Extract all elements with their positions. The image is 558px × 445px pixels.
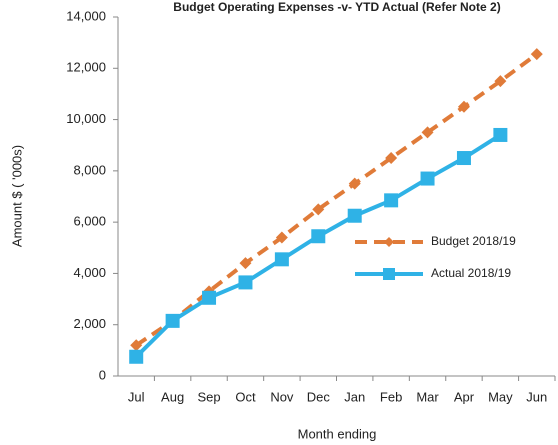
- data-point: [202, 290, 217, 305]
- data-point: [530, 48, 543, 61]
- x-tick-label: Jan: [344, 389, 365, 404]
- y-axis-title: Amount $ ( '000s): [9, 145, 24, 247]
- data-point: [165, 313, 180, 328]
- data-point: [494, 75, 507, 88]
- x-tick-label: Dec: [307, 389, 331, 404]
- chart-title: Budget Operating Expenses -v- YTD Actual…: [173, 0, 500, 14]
- y-tick-label: 0: [99, 367, 106, 382]
- x-axis-title: Month ending: [298, 426, 377, 441]
- data-point: [130, 339, 143, 352]
- series-line: [135, 52, 538, 347]
- data-point: [129, 349, 144, 364]
- legend-label: Actual 2018/19: [431, 266, 511, 280]
- y-tick-label: 14,000: [66, 8, 106, 23]
- data-point: [274, 252, 289, 267]
- y-tick-label: 8,000: [73, 162, 106, 177]
- data-point: [457, 100, 470, 113]
- x-tick-label: Sep: [197, 389, 220, 404]
- data-point: [384, 193, 399, 208]
- x-tick-label: Jul: [128, 389, 145, 404]
- data-point: [312, 203, 325, 216]
- y-tick-label: 10,000: [66, 111, 106, 126]
- y-tick-label: 12,000: [66, 60, 106, 75]
- x-tick-label: Mar: [416, 389, 439, 404]
- x-tick-label: Jun: [526, 389, 547, 404]
- data-point: [239, 257, 252, 270]
- data-point: [311, 229, 326, 244]
- x-tick-label: Nov: [270, 389, 294, 404]
- data-point: [347, 208, 362, 223]
- x-tick-label: Feb: [380, 389, 402, 404]
- data-point: [421, 126, 434, 139]
- data-point: [493, 127, 508, 142]
- legend-marker: [383, 268, 395, 280]
- data-point: [420, 171, 435, 186]
- y-tick-label: 2,000: [73, 316, 106, 331]
- x-tick-label: Aug: [161, 389, 184, 404]
- x-tick-label: May: [488, 389, 513, 404]
- data-point: [348, 177, 361, 190]
- data-point: [456, 151, 471, 166]
- data-point: [275, 231, 288, 244]
- legend-label: Budget 2018/19: [431, 234, 516, 248]
- y-tick-label: 4,000: [73, 265, 106, 280]
- data-point: [238, 275, 253, 290]
- x-tick-label: Apr: [454, 389, 475, 404]
- legend-marker: [384, 237, 394, 247]
- data-point: [385, 152, 398, 165]
- y-tick-label: 6,000: [73, 214, 106, 229]
- x-tick-label: Oct: [235, 389, 256, 404]
